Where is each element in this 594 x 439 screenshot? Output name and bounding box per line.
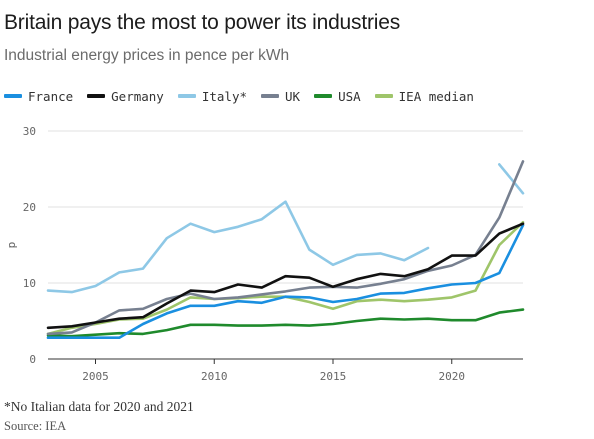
legend-swatch-italy <box>177 94 196 98</box>
legend-label-italy: Italy* <box>201 88 247 104</box>
chart-legend: France Germany Italy* UK USA IEA median <box>4 86 488 106</box>
y-axis-label: p <box>5 242 18 249</box>
series-line-italy-part-2 <box>498 163 525 195</box>
x-tick-label-2010: 2010 <box>201 370 228 383</box>
series-line-uk <box>46 160 525 336</box>
legend-label-iea-median: IEA median <box>398 88 474 104</box>
legend-label-uk: UK <box>285 88 301 104</box>
series-line-germany <box>46 222 525 330</box>
legend-label-france: France <box>28 88 74 104</box>
legend-item-germany: Germany <box>87 89 164 104</box>
legend-item-usa: USA <box>314 89 361 104</box>
series-line-france <box>46 223 525 339</box>
source-note: Source: IEA <box>4 419 67 433</box>
series-line-italy-part-1 <box>46 200 430 294</box>
legend-item-iea-median: IEA median <box>374 88 474 104</box>
series-line-iea-median <box>46 220 525 336</box>
legend-swatch-iea-median <box>374 94 393 98</box>
legend-label-germany: Germany <box>111 88 164 104</box>
y-tick-label-20: 20 <box>23 201 36 214</box>
footnote: *No Italian data for 2020 and 2021 <box>4 399 194 414</box>
x-tick-label-2005: 2005 <box>82 370 109 383</box>
legend-label-usa: USA <box>338 88 361 104</box>
series-line-usa <box>46 308 525 338</box>
legend-swatch-usa <box>314 94 333 98</box>
legend-swatch-uk <box>261 94 279 98</box>
y-tick-label-10: 10 <box>23 277 36 290</box>
y-tick-label-30: 30 <box>23 125 36 138</box>
legend-item-italy: Italy* <box>177 88 247 104</box>
x-tick-label-2020: 2020 <box>439 370 466 383</box>
chart-title: Britain pays the most to power its indus… <box>4 11 401 34</box>
legend-swatch-germany <box>87 94 106 98</box>
y-tick-label-0: 0 <box>29 353 36 366</box>
x-tick-label-2015: 2015 <box>320 370 347 383</box>
chart-subtitle: Industrial energy prices in pence per kW… <box>4 47 290 64</box>
legend-item-uk: UK <box>261 89 300 104</box>
legend-item-france: France <box>4 89 73 104</box>
legend-swatch-france <box>4 94 22 98</box>
